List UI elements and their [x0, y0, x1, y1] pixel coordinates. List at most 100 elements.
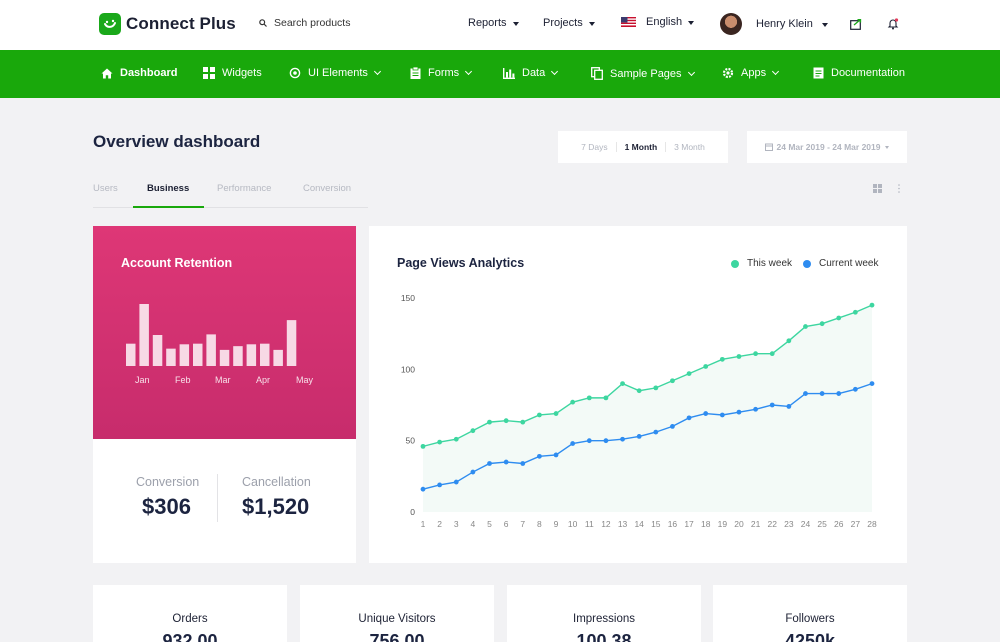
projects-label: Projects: [543, 17, 583, 29]
month-label: Apr: [256, 375, 271, 385]
x-tick-label: 9: [554, 519, 559, 529]
retention-bar: [219, 349, 230, 366]
cancellation-label: Cancellation: [242, 475, 311, 489]
data-point: [487, 461, 492, 466]
data-point: [686, 415, 692, 421]
data-point: [769, 402, 775, 408]
retention-bar: [179, 344, 190, 366]
chevron-down-icon: [772, 67, 780, 76]
stat-card-label: Orders: [172, 613, 208, 625]
home-icon: [101, 68, 113, 78]
search-input[interactable]: Search products: [259, 17, 350, 29]
legend-item-current-week[interactable]: Current week: [803, 258, 878, 269]
data-point: [869, 302, 875, 308]
user-menu[interactable]: Henry Klein: [720, 13, 828, 35]
range-7-days[interactable]: 7 Days: [581, 142, 608, 152]
x-tick-label: 11: [585, 519, 594, 529]
grid-view-icon[interactable]: [873, 184, 882, 193]
data-point: [852, 386, 858, 392]
x-tick-label: 23: [784, 519, 794, 529]
data-point: [819, 321, 825, 327]
brand-logo-icon: [99, 13, 121, 35]
widgets-icon: [203, 67, 215, 79]
language-menu[interactable]: English: [621, 16, 695, 28]
month-label: Feb: [175, 375, 191, 385]
nav-item-forms[interactable]: Forms: [410, 67, 473, 79]
messages-icon[interactable]: [850, 17, 862, 35]
x-tick-label: 8: [537, 519, 542, 529]
brand[interactable]: Connect Plus: [99, 13, 236, 35]
legend-label: Current week: [819, 258, 879, 269]
stat-card-unique-visitors: Unique Visitors 756.00: [300, 585, 494, 642]
reports-menu[interactable]: Reports: [468, 17, 519, 29]
user-name: Henry Klein: [756, 18, 813, 30]
stat-card-label: Unique Visitors: [358, 613, 436, 625]
retention-bar: [273, 349, 283, 366]
date-range-picker[interactable]: 24 Mar 2019 - 24 Mar 2019: [747, 131, 907, 163]
data-point: [537, 412, 542, 418]
nav-label: UI Elements: [308, 67, 368, 79]
nav-item-apps[interactable]: Apps: [722, 67, 780, 79]
bell-icon[interactable]: [887, 17, 899, 35]
range-3-month[interactable]: 3 Month: [674, 142, 705, 152]
retention-bar-chart: [126, 304, 297, 366]
projects-menu[interactable]: Projects: [543, 17, 595, 29]
tab-business[interactable]: Business: [147, 183, 190, 194]
data-point: [620, 381, 625, 386]
data-point: [620, 436, 625, 442]
tab-conversion[interactable]: Conversion: [303, 183, 352, 194]
retention-bar: [286, 320, 297, 366]
x-tick-label: 24: [801, 519, 811, 529]
search-placeholder: Search products: [274, 17, 351, 29]
x-tick-label: 4: [471, 519, 476, 529]
data-point: [636, 433, 642, 439]
nav-item-dashboard[interactable]: Dashboard: [101, 67, 177, 79]
data-point: [819, 391, 825, 396]
data-point: [786, 338, 792, 344]
range-1-month[interactable]: 1 Month: [615, 142, 667, 152]
date-range-label: 24 Mar 2019 - 24 Mar 2019: [776, 142, 881, 152]
chevron-down-icon: [885, 145, 890, 149]
active-tab-indicator: [133, 206, 204, 208]
data-point: [670, 378, 675, 384]
nav-item-sample-pages[interactable]: Sample Pages: [591, 67, 695, 80]
data-point: [603, 395, 609, 401]
x-tick-label: 20: [734, 519, 744, 529]
x-tick-label: 13: [618, 519, 628, 529]
clipboard-icon: [410, 67, 421, 79]
chevron-down-icon: [465, 67, 473, 76]
data-point: [753, 351, 758, 357]
brand-name: Connect Plus: [126, 14, 236, 33]
nav-item-documentation[interactable]: Documentation: [813, 67, 905, 79]
calendar-icon: [764, 143, 773, 151]
retention-bar: [152, 335, 163, 366]
stat-card-label: Impressions: [573, 613, 635, 625]
series-line: [422, 382, 873, 490]
nav-item-ui-elements[interactable]: UI Elements: [289, 67, 381, 79]
data-point: [869, 381, 875, 386]
tab-users[interactable]: Users: [93, 183, 118, 194]
nav-item-data[interactable]: Data: [503, 67, 559, 79]
data-point: [520, 419, 526, 425]
x-tick-label: 26: [834, 519, 844, 529]
data-point: [520, 461, 526, 466]
stat-card-value: 756.00: [369, 631, 425, 642]
nav-item-widgets[interactable]: Widgets: [203, 67, 262, 79]
chart-icon: [503, 67, 515, 79]
more-vertical-icon[interactable]: [897, 184, 901, 193]
legend-swatch: [803, 259, 811, 268]
legend-item-this-week[interactable]: This week: [731, 258, 792, 269]
data-point: [503, 459, 509, 465]
data-point: [470, 428, 476, 434]
stat-card-value: 932.00: [162, 631, 218, 642]
x-tick-label: 17: [684, 519, 694, 529]
data-point: [736, 354, 742, 359]
tab-performance[interactable]: Performance: [217, 183, 272, 194]
data-point: [803, 391, 808, 396]
stat-card-value: 4250k: [784, 631, 836, 642]
data-point: [437, 482, 443, 488]
y-tick-label: 50: [406, 436, 416, 446]
data-point: [653, 385, 659, 391]
chevron-down-icon: [512, 21, 519, 26]
